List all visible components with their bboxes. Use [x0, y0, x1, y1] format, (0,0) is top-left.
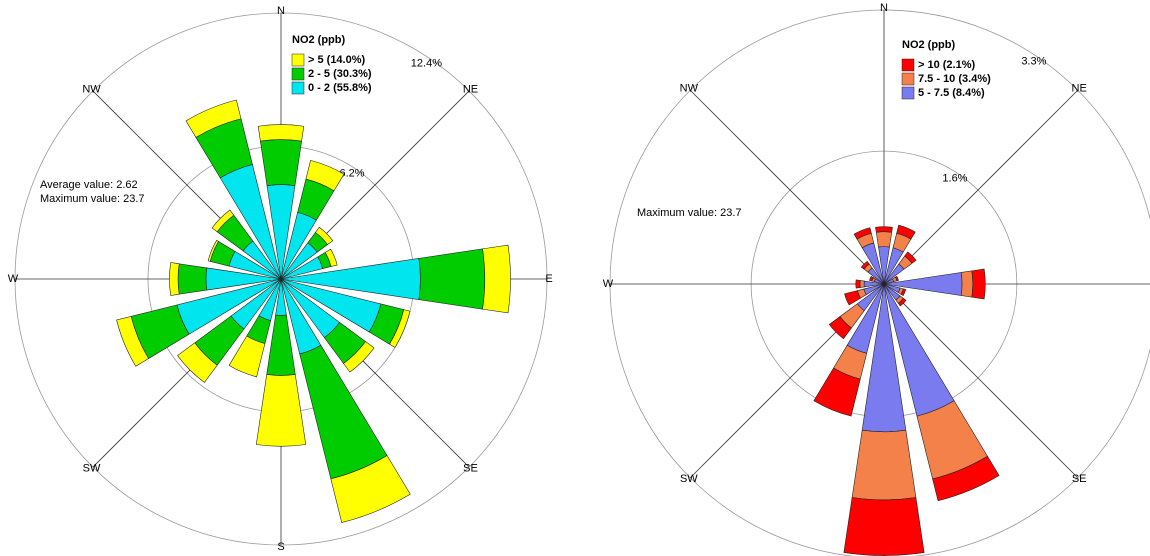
direction-label: NE: [463, 83, 478, 95]
r-tick-label: 12.4%: [411, 57, 442, 69]
direction-spoke: [883, 283, 1079, 479]
direction-label: NW: [82, 83, 101, 95]
wedge: [324, 248, 338, 267]
wedge: [228, 335, 266, 378]
direction-label: E: [545, 273, 552, 285]
annotation: Average value: 2.62: [40, 179, 138, 191]
wedge: [207, 239, 219, 262]
legend-swatch: [901, 58, 915, 72]
direction-spoke: [689, 89, 885, 285]
wedge: [266, 184, 296, 280]
wedge: [343, 341, 375, 373]
wedge: [843, 497, 925, 556]
wedge: [266, 314, 296, 376]
direction-label: NW: [680, 83, 699, 95]
wedge: [169, 262, 180, 296]
wedge: [305, 159, 345, 192]
wedge: [855, 279, 861, 289]
wedge: [177, 342, 218, 383]
direction-label: SW: [680, 473, 698, 485]
direction-spoke: [883, 89, 1079, 285]
legend-title: NO2 (ppb): [292, 34, 345, 46]
wedge: [185, 99, 242, 138]
wedge: [828, 316, 852, 340]
direction-label: S: [277, 541, 284, 553]
annotation: Maximum value: 23.7: [637, 207, 742, 219]
legend-swatch: [901, 86, 915, 100]
wedge: [844, 290, 861, 306]
legend-swatch: [291, 53, 305, 67]
legend-label: > 10 (2.1%): [918, 59, 976, 71]
wedge: [813, 367, 861, 417]
wedge: [896, 224, 916, 240]
wedge: [859, 280, 865, 288]
wedge: [482, 244, 511, 314]
wedge: [205, 267, 282, 291]
direction-label: W: [603, 278, 614, 290]
wedge: [299, 344, 388, 480]
direction-label: N: [880, 2, 888, 14]
legend-label: 0 - 2 (55.8%): [308, 82, 372, 94]
wedge: [960, 270, 974, 298]
wedge: [875, 231, 893, 248]
legend-label: 7.5 - 10 (3.4%): [918, 73, 991, 85]
legend-swatch: [291, 67, 305, 81]
wedge: [418, 248, 486, 310]
wedge: [875, 226, 893, 233]
wedge: [851, 429, 917, 501]
wedge: [260, 139, 302, 186]
wedge: [330, 455, 411, 523]
wedge: [932, 455, 1000, 502]
r-tick-label: 6.2%: [339, 168, 364, 180]
wedge: [853, 227, 872, 240]
wedge: [315, 226, 334, 245]
r-tick-label: 3.3%: [1021, 56, 1046, 68]
legend-label: 2 - 5 (30.3%): [308, 68, 372, 80]
wedge: [280, 258, 421, 300]
wedge: [883, 272, 963, 296]
wedge: [971, 268, 986, 300]
wedge: [869, 275, 874, 282]
legend-label: > 5 (14.0%): [308, 54, 366, 66]
direction-label: NE: [1072, 83, 1087, 95]
wedge: [860, 260, 870, 270]
legend-swatch: [291, 81, 305, 95]
wedge: [255, 374, 307, 447]
wedge: [861, 283, 907, 433]
wedge: [897, 297, 907, 307]
wedge: [904, 251, 917, 264]
r-tick-label: 1.6%: [942, 173, 967, 185]
wedge: [900, 288, 907, 296]
annotation: Maximum value: 23.7: [40, 193, 145, 205]
wedge: [894, 275, 899, 282]
legend-title: NO2 (ppb): [902, 39, 955, 51]
legend-label: 5 - 7.5 (8.4%): [918, 87, 985, 99]
legend-swatch: [901, 72, 915, 86]
wedge: [177, 263, 208, 295]
wind-rose: 6.2% 12.4% N NE E SE S SW W NW NO2 (ppb) > 5 (14.0%…: [8, 5, 553, 553]
wedge: [211, 209, 235, 233]
direction-label: SE: [463, 462, 478, 474]
direction-label: SW: [83, 462, 101, 474]
wedge: [116, 316, 150, 367]
wedge: [257, 124, 305, 142]
wedge: [389, 309, 411, 348]
direction-label: W: [8, 273, 19, 285]
direction-label: SE: [1072, 473, 1087, 485]
direction-label: N: [277, 5, 285, 17]
